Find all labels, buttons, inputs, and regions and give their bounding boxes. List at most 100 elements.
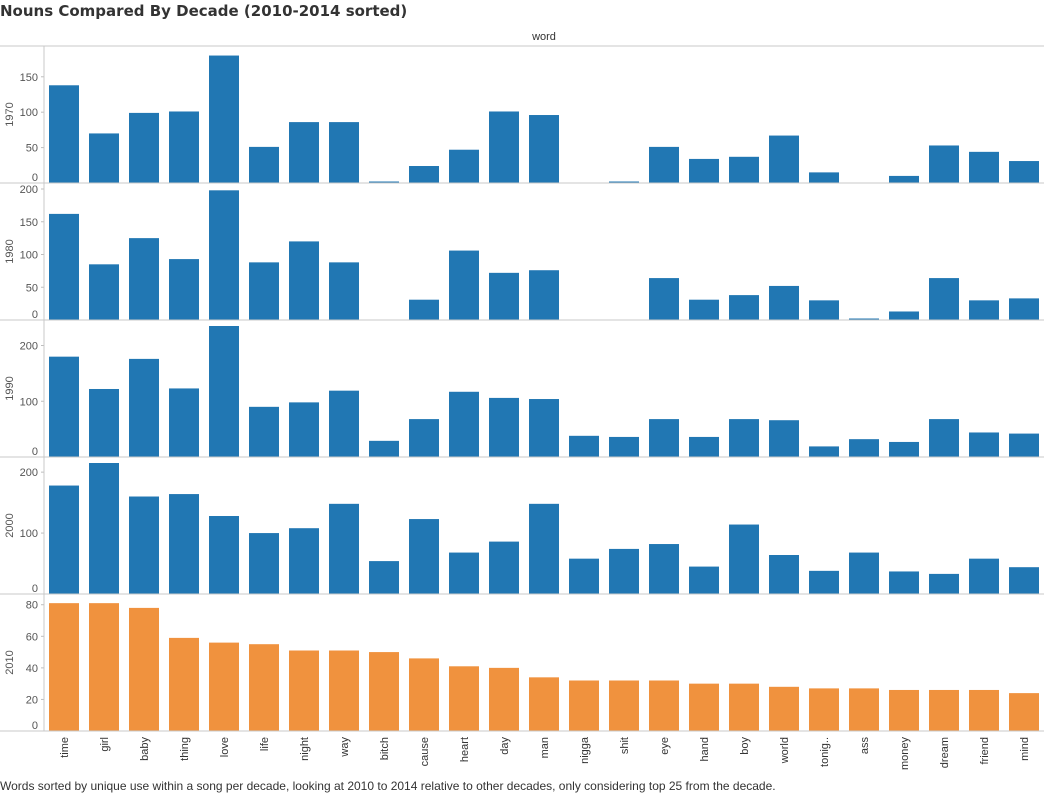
- bar-1990-life: [249, 406, 279, 457]
- bar-1990-man: [529, 399, 559, 457]
- x-tick-label: eye: [659, 737, 671, 755]
- bar-2000-friend: [969, 558, 999, 594]
- bar-2000-girl: [89, 463, 119, 594]
- x-tick-label: dream: [939, 737, 951, 768]
- x-tick-label: girl: [99, 737, 111, 752]
- bar-2000-eye: [649, 544, 679, 594]
- panel-1970: 0 50 100 150 1970: [0, 45, 1044, 184]
- bar-2000-money: [889, 571, 919, 594]
- y-tick-label: 40: [26, 663, 38, 675]
- bar-1990-heart: [449, 391, 479, 457]
- panel-1980: 0 50 100 150 200 1980: [0, 182, 1044, 321]
- bar-1970-world: [769, 135, 799, 183]
- x-tick-label: night: [299, 737, 311, 761]
- bar-2010-bitch: [369, 652, 399, 731]
- bar-2000-world: [769, 555, 799, 594]
- bar-1970-money: [889, 175, 919, 183]
- bar-1970-shit: [609, 181, 639, 183]
- bar-1970-baby: [129, 112, 159, 183]
- bar-2000-heart: [449, 552, 479, 594]
- bar-2000-night: [289, 528, 319, 594]
- bar-1990-eye: [649, 419, 679, 457]
- x-tick-label: baby: [139, 737, 151, 761]
- bar-1990-boy: [729, 419, 759, 457]
- y-tick-label: 0: [32, 446, 38, 458]
- bar-1970-way: [329, 122, 359, 183]
- x-tick-label: boy: [739, 737, 751, 755]
- bar-1980-money: [889, 311, 919, 320]
- bar-1970-bitch: [369, 181, 399, 183]
- bar-1970-friend: [969, 151, 999, 183]
- x-tick-label: thing: [179, 737, 191, 761]
- panel-2010: 0 20 40 60 80 2010: [0, 593, 1044, 732]
- bar-1970-thing: [169, 111, 199, 183]
- x-tick-label: hand: [699, 737, 711, 761]
- bar-1970-hand: [689, 158, 719, 183]
- x-tick-label: way: [339, 737, 351, 758]
- bar-2000-man: [529, 503, 559, 594]
- x-tick-label: money: [899, 737, 911, 771]
- bar-1980-tonig..: [809, 300, 839, 320]
- bar-2010-day: [489, 667, 519, 731]
- x-tick-label: man: [539, 737, 551, 758]
- row-label-2010: 2010: [4, 650, 16, 674]
- bar-1980-heart: [449, 250, 479, 320]
- bar-2010-friend: [969, 689, 999, 731]
- bar-2000-dream: [929, 573, 959, 594]
- x-tick-label: mind: [1019, 737, 1031, 761]
- x-tick-label: tonig..: [819, 737, 831, 767]
- bar-1990-dream: [929, 419, 959, 457]
- bar-1970-man: [529, 115, 559, 183]
- x-tick-label: life: [259, 737, 271, 751]
- bar-1970-boy: [729, 156, 759, 183]
- bar-2000-time: [49, 485, 79, 594]
- x-tick-label: heart: [459, 737, 471, 762]
- bar-2000-shit: [609, 548, 639, 594]
- y-tick-label: 200: [20, 341, 38, 353]
- y-tick-label: 0: [32, 583, 38, 595]
- bar-2010-time: [49, 603, 79, 731]
- bar-2000-boy: [729, 524, 759, 594]
- bar-1980-thing: [169, 259, 199, 320]
- bar-2000-ass: [849, 552, 879, 594]
- bar-1990-ass: [849, 439, 879, 457]
- bar-1990-love: [209, 326, 239, 457]
- column-header: word: [531, 31, 556, 43]
- y-tick-label: 150: [20, 217, 38, 229]
- y-tick-label: 80: [26, 600, 38, 612]
- bar-1980-love: [209, 190, 239, 320]
- bar-1990-thing: [169, 388, 199, 457]
- row-label-2000: 2000: [4, 513, 16, 537]
- bar-2010-love: [209, 642, 239, 731]
- bar-2010-girl: [89, 603, 119, 731]
- bar-1980-baby: [129, 238, 159, 320]
- x-tick-label: friend: [979, 737, 991, 765]
- bar-2010-thing: [169, 637, 199, 731]
- bar-2010-heart: [449, 666, 479, 731]
- y-tick-label: 150: [20, 72, 38, 84]
- bar-2010-world: [769, 686, 799, 731]
- y-tick-label: 100: [20, 396, 38, 408]
- bar-1990-friend: [969, 432, 999, 457]
- bar-1970-mind: [1009, 161, 1039, 183]
- bar-2010-money: [889, 689, 919, 731]
- bar-2000-life: [249, 533, 279, 594]
- bar-1980-mind: [1009, 298, 1039, 320]
- bar-2000-nigga: [569, 558, 599, 594]
- y-tick-label: 100: [20, 250, 38, 262]
- bar-2010-boy: [729, 683, 759, 731]
- x-tick-label: cause: [419, 737, 431, 766]
- bar-1990-cause: [409, 419, 439, 457]
- bar-1980-friend: [969, 300, 999, 320]
- bar-1980-life: [249, 262, 279, 320]
- bar-1980-hand: [689, 299, 719, 320]
- bar-2000-love: [209, 516, 239, 594]
- bar-2010-cause: [409, 658, 439, 731]
- row-label-1990: 1990: [4, 376, 16, 400]
- bar-1980-girl: [89, 264, 119, 320]
- bar-1970-eye: [649, 146, 679, 183]
- bar-1990-bitch: [369, 440, 399, 457]
- bar-1980-night: [289, 241, 319, 320]
- bar-1990-hand: [689, 436, 719, 457]
- bar-2010-dream: [929, 689, 959, 731]
